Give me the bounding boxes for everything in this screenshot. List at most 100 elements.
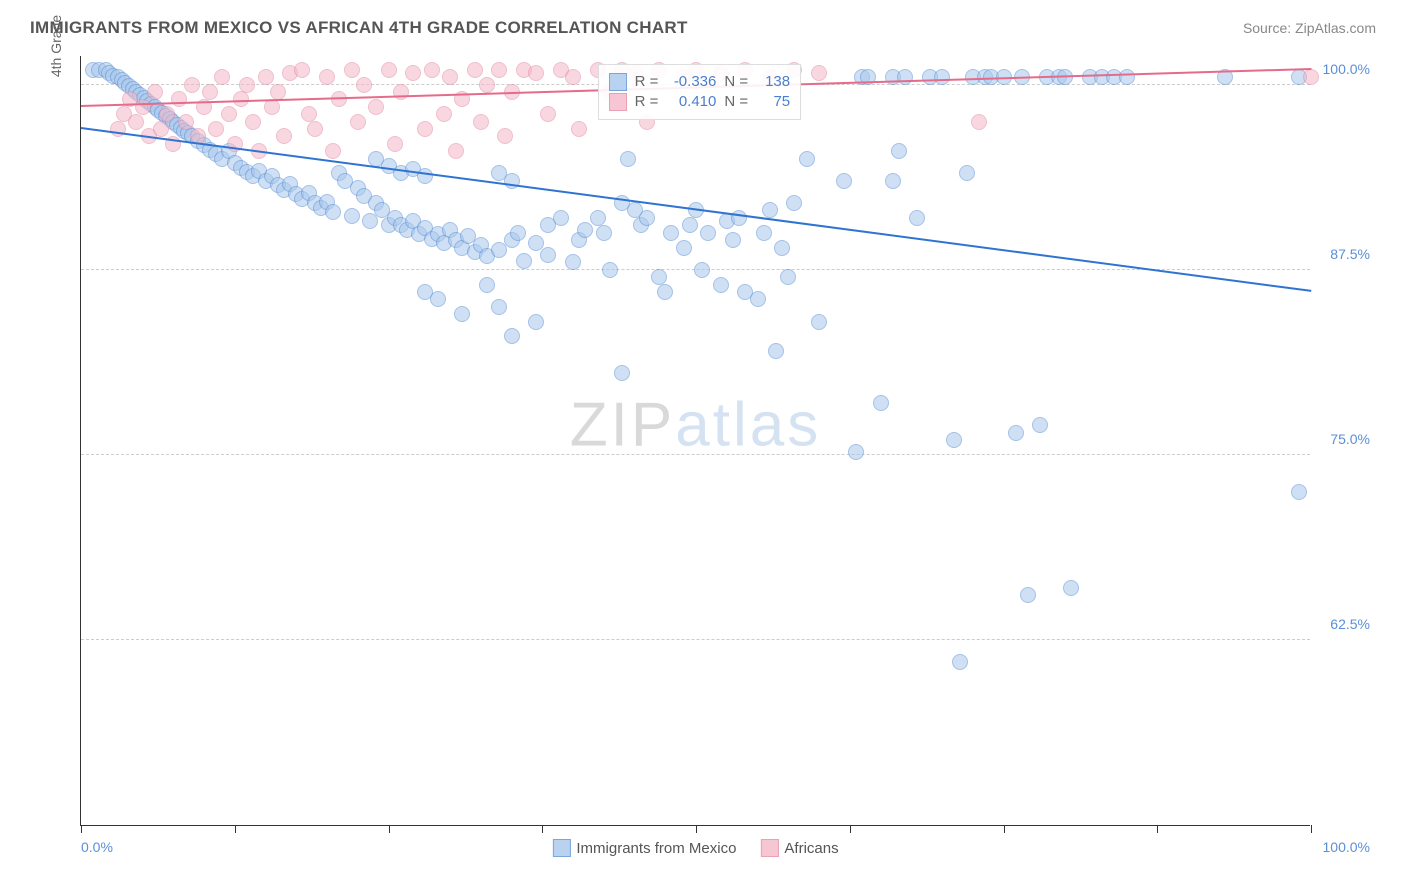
scatter-point [1032, 417, 1048, 433]
scatter-point [405, 65, 421, 81]
scatter-point [1303, 69, 1319, 85]
gridline [81, 454, 1310, 455]
scatter-point [971, 114, 987, 130]
scatter-point [510, 225, 526, 241]
scatter-point [258, 69, 274, 85]
scatter-point [590, 210, 606, 226]
scatter-point [356, 77, 372, 93]
scatter-point [350, 114, 366, 130]
scatter-point [811, 65, 827, 81]
scatter-point [614, 365, 630, 381]
xtick [235, 825, 236, 833]
scatter-point [325, 143, 341, 159]
scatter-point [700, 225, 716, 241]
scatter-point [393, 84, 409, 100]
scatter-point [756, 225, 772, 241]
scatter-point [208, 121, 224, 137]
scatter-point [780, 269, 796, 285]
scatter-point [417, 168, 433, 184]
scatter-point [885, 173, 901, 189]
scatter-point [799, 151, 815, 167]
scatter-point [442, 69, 458, 85]
scatter-point [516, 253, 532, 269]
scatter-point [577, 222, 593, 238]
scatter-point [786, 195, 802, 211]
stats-n-value: 75 [756, 93, 790, 110]
scatter-point [424, 62, 440, 78]
scatter-point [639, 210, 655, 226]
scatter-point [620, 151, 636, 167]
watermark-zip: ZIP [570, 391, 675, 460]
scatter-point [565, 69, 581, 85]
scatter-point [768, 343, 784, 359]
scatter-point [873, 395, 889, 411]
scatter-point [571, 121, 587, 137]
scatter-point [528, 65, 544, 81]
scatter-point [467, 62, 483, 78]
xtick [542, 825, 543, 833]
scatter-point [504, 328, 520, 344]
legend-swatch [552, 839, 570, 857]
stats-n-label: N = [724, 73, 748, 90]
scatter-point [245, 114, 261, 130]
scatter-point [307, 121, 323, 137]
scatter-point [713, 277, 729, 293]
scatter-point [301, 106, 317, 122]
stats-swatch [609, 73, 627, 91]
stats-swatch [609, 93, 627, 111]
scatter-point [836, 173, 852, 189]
scatter-point [909, 210, 925, 226]
scatter-point [214, 69, 230, 85]
scatter-point [479, 77, 495, 93]
scatter-point [663, 225, 679, 241]
watermark-atlas: atlas [675, 391, 821, 460]
scatter-point [221, 106, 237, 122]
scatter-point [540, 247, 556, 263]
scatter-point [417, 121, 433, 137]
scatter-point [331, 91, 347, 107]
scatter-point [946, 432, 962, 448]
scatter-point [270, 84, 286, 100]
scatter-point [1020, 587, 1036, 603]
scatter-point [897, 69, 913, 85]
xtick [1004, 825, 1005, 833]
scatter-point [153, 121, 169, 137]
legend: Immigrants from MexicoAfricans [552, 839, 838, 857]
scatter-point [430, 291, 446, 307]
scatter-point [184, 77, 200, 93]
scatter-point [368, 99, 384, 115]
scatter-point [497, 128, 513, 144]
xlim-max-label: 100.0% [1323, 839, 1370, 855]
scatter-point [319, 69, 335, 85]
scatter-point [540, 106, 556, 122]
scatter-point [491, 299, 507, 315]
scatter-point [436, 106, 452, 122]
scatter-point [528, 314, 544, 330]
stats-r-value: 0.410 [666, 93, 716, 110]
stats-r-label: R = [635, 93, 659, 110]
scatter-point [479, 277, 495, 293]
stats-n-label: N = [724, 93, 748, 110]
scatter-point [454, 306, 470, 322]
scatter-point [774, 240, 790, 256]
scatter-point [565, 254, 581, 270]
scatter-point [694, 262, 710, 278]
scatter-point [952, 654, 968, 670]
scatter-point [676, 240, 692, 256]
stats-r-value: -0.336 [666, 73, 716, 90]
scatter-point [147, 84, 163, 100]
legend-label: Africans [784, 840, 838, 857]
stats-row: R =-0.336N =138 [609, 73, 791, 91]
xtick [1157, 825, 1158, 833]
scatter-point [731, 210, 747, 226]
scatter-point [602, 262, 618, 278]
xlim-min-label: 0.0% [81, 839, 113, 855]
scatter-point [891, 143, 907, 159]
scatter-point [651, 269, 667, 285]
ytick-label: 75.0% [1330, 431, 1370, 447]
xtick [389, 825, 390, 833]
ytick-label: 87.5% [1330, 246, 1370, 262]
scatter-point [491, 62, 507, 78]
scatter-point [294, 62, 310, 78]
scatter-point [811, 314, 827, 330]
